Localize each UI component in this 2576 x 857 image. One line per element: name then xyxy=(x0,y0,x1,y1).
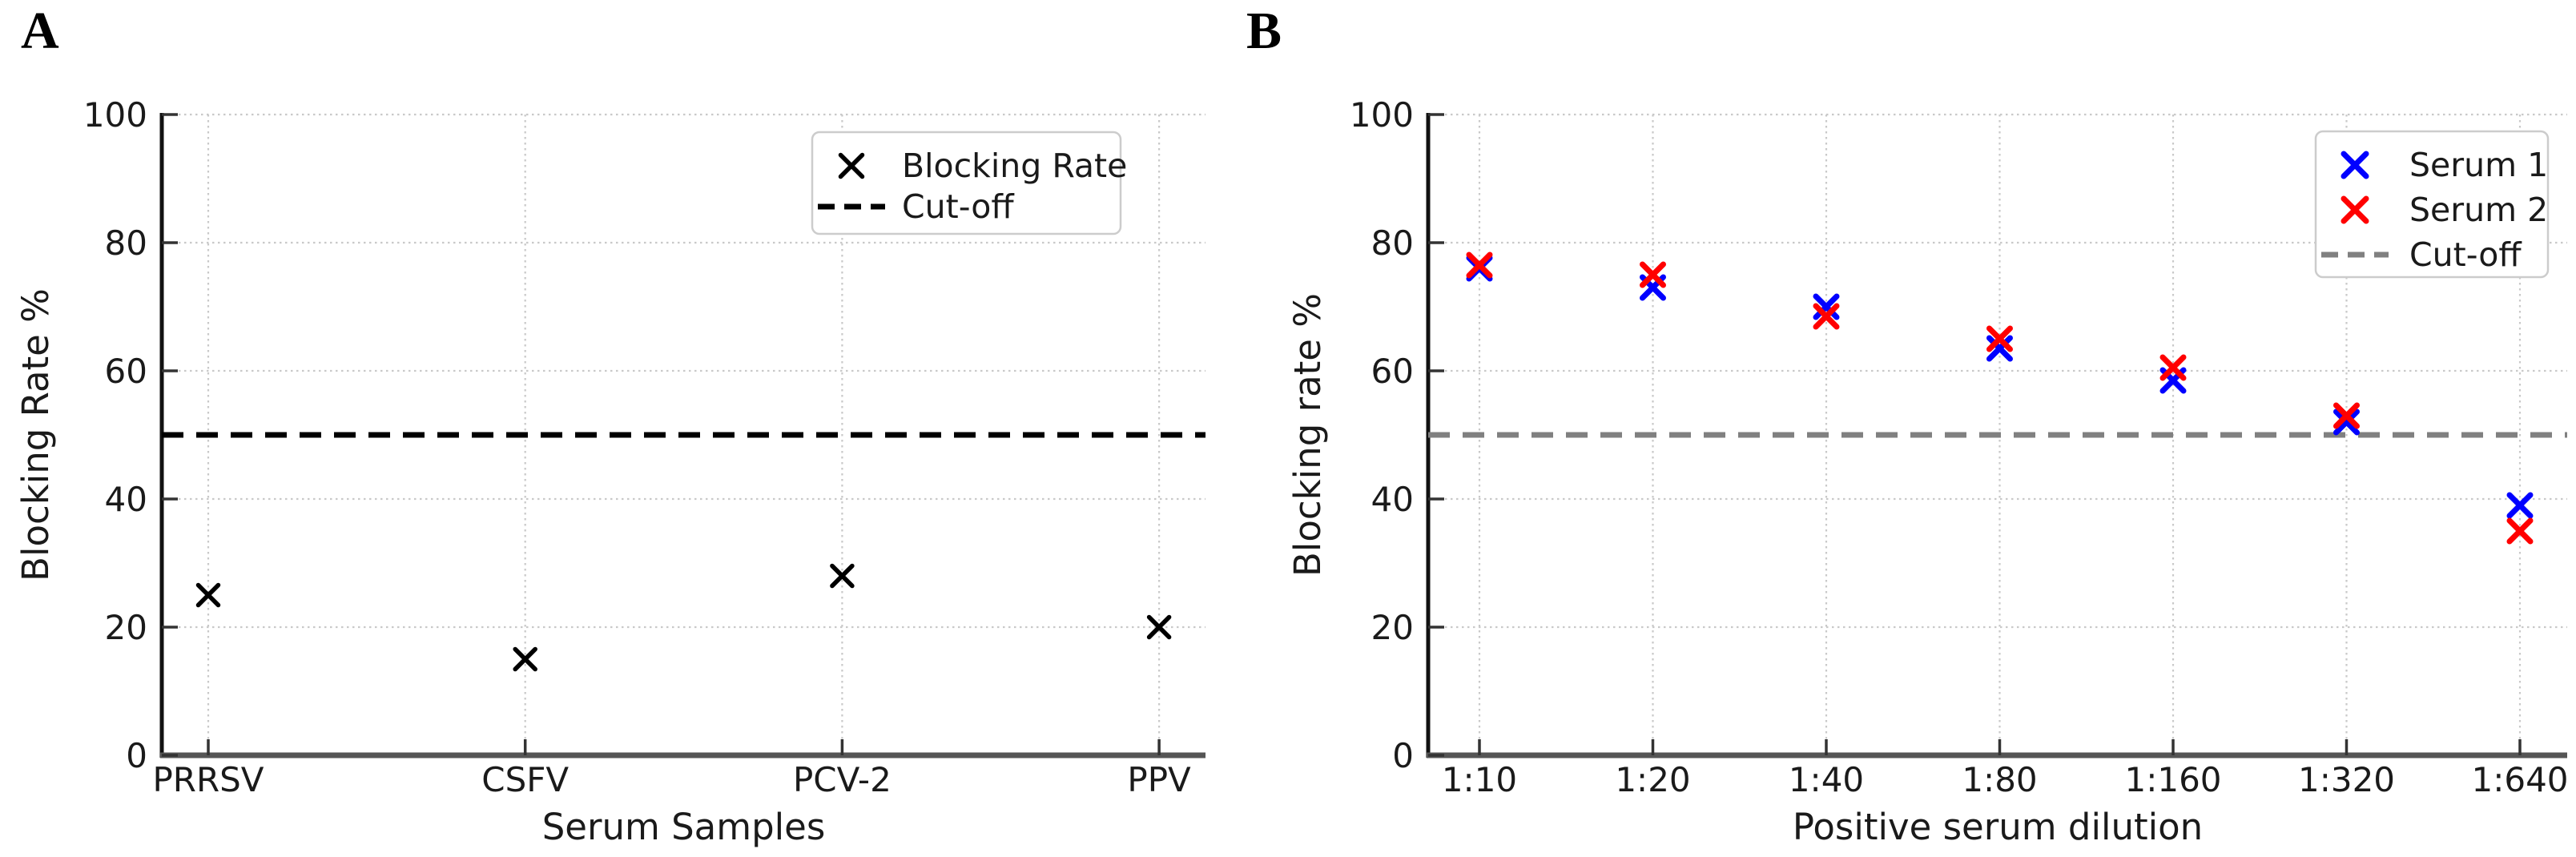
data-point-x xyxy=(2333,402,2360,429)
x-tick-label: PPV xyxy=(1127,760,1191,799)
legend-marker-x xyxy=(2341,195,2369,224)
y-tick-label: 20 xyxy=(1371,608,1414,647)
x-tick-label: 1:640 xyxy=(2471,760,2568,799)
x-tick-label: 1:320 xyxy=(2298,760,2395,799)
y-axis-label: Blocking rate % xyxy=(1286,293,1329,577)
data-point-x xyxy=(2506,517,2534,545)
x-tick-label: PRRSV xyxy=(152,760,264,799)
legend-marker-x xyxy=(838,152,865,179)
x-tick-label: 1:20 xyxy=(1615,760,1690,799)
legend-entry-label: Cut-off xyxy=(2409,235,2522,274)
x-tick-label: PCV-2 xyxy=(793,760,892,799)
data-point-x xyxy=(2159,354,2187,381)
x-axis-label: Serum Samples xyxy=(542,806,826,848)
y-tick-label: 40 xyxy=(1371,480,1414,519)
legend-box xyxy=(811,131,1122,235)
chart-panel-b: 0 20 40 60 80 100 1:10 1:20 1:40 1:80 1:160 1:320 1:… xyxy=(1286,95,2569,848)
data-point-x xyxy=(1986,325,2013,352)
y-tick-label: 20 xyxy=(105,608,147,647)
data-point-x xyxy=(2333,408,2360,436)
y-tick-label: 40 xyxy=(105,480,147,519)
data-point-x xyxy=(195,582,221,608)
chart-panel-a: 0 20 40 60 80 100 PRRSV CSFV PCV-2 PPV Serum Sampl… xyxy=(14,95,1205,848)
y-tick-label: 60 xyxy=(1371,352,1414,391)
y-axis-label: Blocking Rate % xyxy=(14,288,57,581)
data-point-x xyxy=(1813,293,1840,320)
legend-entry-label: Serum 2 xyxy=(2409,191,2548,229)
y-tick-label: 0 xyxy=(1392,736,1414,775)
data-point-x xyxy=(1813,303,1840,330)
panel-label-a: A xyxy=(21,2,59,60)
legend-entry-label: Cut-off xyxy=(902,187,1015,226)
y-tick-label: 100 xyxy=(83,95,147,135)
y-tick-label: 80 xyxy=(105,223,147,263)
y-tick-label: 0 xyxy=(126,736,147,775)
x-tick-label: 1:80 xyxy=(1962,760,2037,799)
data-point-x xyxy=(830,563,855,589)
legend-marker-x xyxy=(2341,151,2369,179)
data-point-x xyxy=(2506,492,2534,519)
legend-box xyxy=(2314,130,2550,279)
y-tick-label: 100 xyxy=(1350,95,1414,135)
data-point-x xyxy=(513,646,537,672)
data-point-x xyxy=(1466,251,1493,279)
legend: Serum 1 Serum 2 Cut-off xyxy=(2314,130,2550,279)
y-tick-label: 60 xyxy=(105,352,147,391)
data-point-x xyxy=(1146,614,1172,640)
data-point-x xyxy=(1986,335,2013,362)
data-point-x xyxy=(1640,261,1666,288)
x-tick-label: 1:10 xyxy=(1442,760,1517,799)
legend-entry-label: Blocking Rate xyxy=(902,147,1127,185)
panel-label-b: B xyxy=(1246,2,1282,60)
y-tick-label: 80 xyxy=(1371,223,1414,263)
x-axis-label: Positive serum dilution xyxy=(1793,806,2203,848)
x-tick-label: 1:160 xyxy=(2124,760,2221,799)
x-tick-label: 1:40 xyxy=(1789,760,1864,799)
legend-entry-label: Serum 1 xyxy=(2409,146,2548,184)
x-tick-label: CSFV xyxy=(481,760,569,799)
